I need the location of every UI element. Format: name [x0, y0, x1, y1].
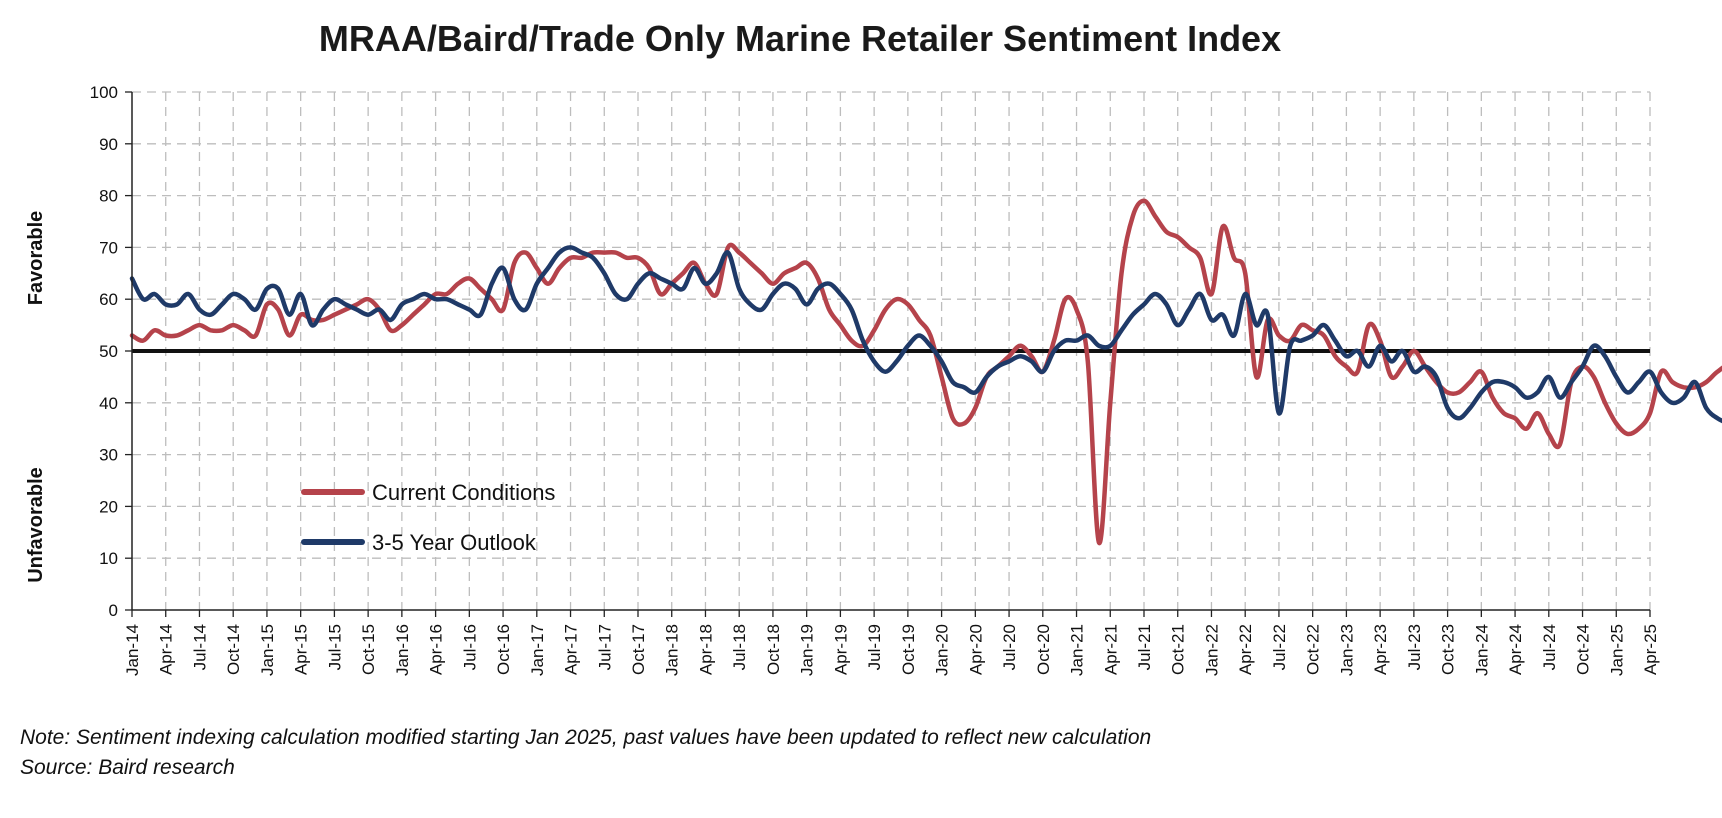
x-tick-label: Jul-23 [1405, 624, 1424, 670]
x-tick-label: Jul-17 [595, 624, 614, 670]
x-tick-label: Apr-20 [966, 624, 985, 675]
y-tick-label: 100 [90, 83, 118, 102]
y-tick-label: 90 [99, 135, 118, 154]
x-tick-label: Apr-17 [562, 624, 581, 675]
y-tick-label: 40 [99, 394, 118, 413]
series-outlook [129, 245, 1722, 424]
x-tick-label: Jan-15 [258, 624, 277, 676]
x-tick-label: Jul-18 [730, 624, 749, 670]
x-tick-label: Apr-14 [157, 624, 176, 675]
x-tick-label: Jan-23 [1337, 624, 1356, 676]
x-tick-label: Oct-18 [764, 624, 783, 675]
x-tick-label: Oct-14 [224, 624, 243, 675]
x-tick-label: Jul-16 [460, 624, 479, 670]
x-tick-label: Jan-25 [1607, 624, 1626, 676]
x-tick-label: Jan-18 [663, 624, 682, 676]
x-tick-label: Jan-17 [528, 624, 547, 676]
y-tick-label: 70 [99, 238, 118, 257]
y-tick-label: 30 [99, 446, 118, 465]
unfavorable-label: Unfavorable [25, 467, 47, 583]
x-tick-label: Jan-22 [1202, 624, 1221, 676]
x-tick-label: Oct-16 [494, 624, 513, 675]
legend-label-current-conditions: Current Conditions [372, 480, 555, 505]
x-tick-label: Apr-15 [292, 624, 311, 675]
x-tick-label: Oct-15 [359, 624, 378, 675]
x-tick-label: Oct-19 [899, 624, 918, 675]
footnote-source: Source: Baird research [20, 756, 235, 779]
x-tick-label: Jul-15 [325, 624, 344, 670]
y-tick-label: 20 [99, 497, 118, 516]
x-tick-label: Apr-21 [1101, 624, 1120, 675]
x-tick-label: Oct-24 [1574, 624, 1593, 675]
x-tick-label: Apr-18 [696, 624, 715, 675]
x-tick-label: Apr-16 [427, 624, 446, 675]
x-tick-label: Jan-24 [1472, 624, 1491, 676]
x-tick-label: Jul-19 [865, 624, 884, 670]
x-tick-label: Jul-24 [1540, 624, 1559, 670]
x-tick-label: Apr-25 [1641, 624, 1660, 675]
x-tick-label: Oct-23 [1439, 624, 1458, 675]
legend-label-outlook: 3-5 Year Outlook [372, 530, 537, 555]
x-tick-label: Jan-21 [1068, 624, 1087, 676]
series-current-conditions [129, 198, 1722, 545]
series-lines [129, 198, 1722, 545]
y-axis-ticks: 0 10 20 30 40 50 60 70 80 90 100 [90, 83, 132, 620]
x-tick-label: Oct-22 [1304, 624, 1323, 675]
x-tick-label: Apr-19 [831, 624, 850, 675]
x-tick-label: Apr-23 [1371, 624, 1390, 675]
x-tick-label: Apr-24 [1506, 624, 1525, 675]
x-tick-label: Jan-20 [933, 624, 952, 676]
y-tick-label: 60 [99, 290, 118, 309]
y-tick-label: 50 [99, 342, 118, 361]
x-tick-label: Oct-21 [1169, 624, 1188, 675]
x-tick-label: Jan-14 [123, 624, 142, 676]
x-tick-label: Oct-17 [629, 624, 648, 675]
x-tick-label: Jan-16 [393, 624, 412, 676]
legend: Current Conditions 3-5 Year Outlook [301, 480, 555, 555]
x-tick-label: Jul-22 [1270, 624, 1289, 670]
x-tick-label: Jan-19 [798, 624, 817, 676]
footnote-note: Note: Sentiment indexing calculation mod… [20, 726, 1152, 749]
x-axis-ticks: Jan-14 Apr-14 Jul-14 Oct-14 Jan-15 Apr-15 Jul-… [123, 610, 1660, 676]
y-tick-label: 80 [99, 187, 118, 206]
y-tick-label: 0 [109, 601, 118, 620]
favorable-label: Favorable [25, 211, 47, 305]
x-tick-label: Jul-14 [190, 624, 209, 670]
chart-title: MRAA/Baird/Trade Only Marine Retailer Se… [318, 18, 1282, 59]
x-tick-label: Jul-20 [1000, 624, 1019, 670]
x-tick-label: Oct-20 [1034, 624, 1053, 675]
y-tick-label: 10 [99, 549, 118, 568]
x-tick-label: Jul-21 [1135, 624, 1154, 670]
x-tick-label: Apr-22 [1236, 624, 1255, 675]
